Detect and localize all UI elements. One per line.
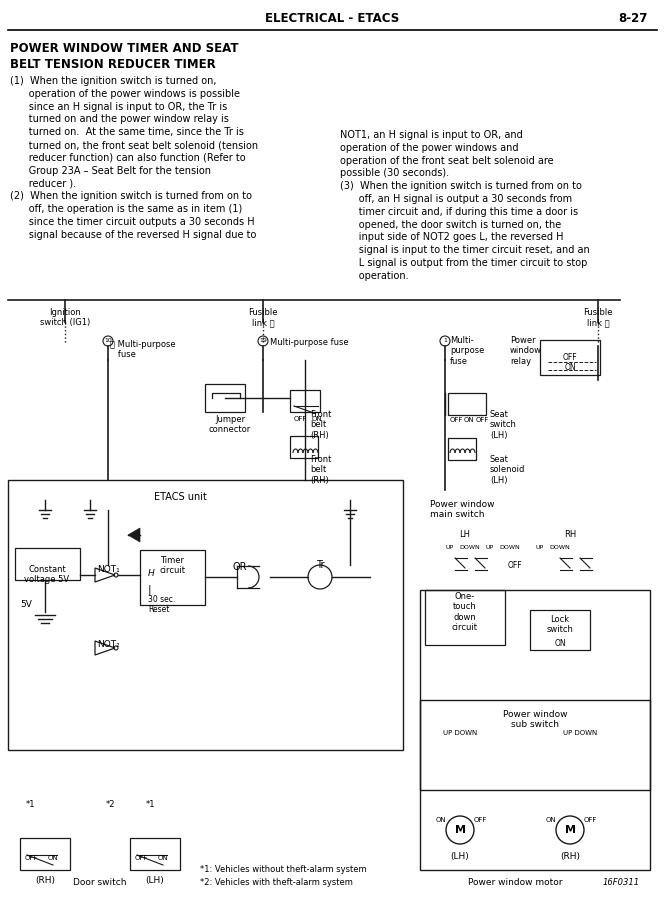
- Text: NOT₁: NOT₁: [96, 565, 120, 574]
- Text: ON: ON: [464, 417, 475, 423]
- Text: Constant
voltage 5V: Constant voltage 5V: [25, 565, 70, 584]
- Text: Fusible
link ⓖ: Fusible link ⓖ: [248, 308, 278, 327]
- Text: ON: ON: [545, 817, 556, 823]
- Text: ON: ON: [564, 363, 576, 373]
- Text: Seat
solenoid
(LH): Seat solenoid (LH): [490, 455, 525, 485]
- Text: Timer
circuit: Timer circuit: [159, 556, 185, 576]
- Text: ELECTRICAL - ETACS: ELECTRICAL - ETACS: [265, 12, 399, 25]
- Bar: [448, 393, 486, 415]
- Text: Power window
main switch: Power window main switch: [430, 500, 495, 519]
- Text: (RH): (RH): [560, 852, 580, 861]
- Text: 19: 19: [259, 339, 267, 343]
- Text: (LH): (LH): [146, 876, 164, 885]
- Text: |: |: [148, 585, 152, 595]
- Text: ON: ON: [436, 817, 446, 823]
- Text: Ignition
switch (IG1): Ignition switch (IG1): [40, 308, 90, 327]
- Text: Front
belt
(RH): Front belt (RH): [310, 455, 331, 485]
- Text: NOT₂: NOT₂: [96, 640, 120, 649]
- Text: OFF: OFF: [450, 417, 464, 423]
- Bar: [130, 838, 180, 870]
- Text: ETACS unit: ETACS unit: [154, 492, 206, 502]
- Text: 8-27: 8-27: [618, 12, 648, 25]
- Bar: [290, 436, 318, 458]
- Text: ON: ON: [554, 639, 566, 648]
- Text: UP: UP: [446, 545, 454, 550]
- Text: OFF: OFF: [507, 560, 522, 569]
- Text: RH: RH: [564, 530, 576, 539]
- Text: Reset: Reset: [148, 606, 170, 615]
- Text: Multi-
purpose
fuse: Multi- purpose fuse: [450, 336, 484, 366]
- Text: UP DOWN: UP DOWN: [563, 730, 597, 736]
- Text: 16F0311: 16F0311: [603, 878, 640, 887]
- Text: OFF: OFF: [294, 416, 307, 422]
- Text: (RH): (RH): [35, 876, 55, 885]
- Text: Fusible
link ⓘ: Fusible link ⓘ: [583, 308, 612, 327]
- Text: Power
window
relay: Power window relay: [510, 336, 542, 366]
- Text: OFF: OFF: [135, 855, 148, 861]
- Text: POWER WINDOW TIMER AND SEAT
BELT TENSION REDUCER TIMER: POWER WINDOW TIMER AND SEAT BELT TENSION…: [10, 42, 239, 71]
- Polygon shape: [128, 528, 140, 542]
- Bar: [420, 700, 650, 790]
- Bar: [420, 590, 650, 870]
- Bar: [540, 340, 600, 375]
- Text: Tr: Tr: [316, 560, 325, 570]
- Text: Multi-purpose fuse: Multi-purpose fuse: [270, 338, 348, 347]
- Text: OFF: OFF: [25, 855, 39, 861]
- Text: OFF: OFF: [476, 417, 489, 423]
- Text: *2: Vehicles with theft-alarm system: *2: Vehicles with theft-alarm system: [200, 878, 353, 887]
- Bar: [290, 390, 320, 412]
- Bar: [8, 480, 403, 750]
- Text: UP: UP: [536, 545, 544, 550]
- Bar: [15, 548, 80, 580]
- Text: (LH): (LH): [451, 852, 469, 861]
- Text: 10: 10: [104, 339, 112, 343]
- Text: Door switch: Door switch: [73, 878, 127, 887]
- Text: Seat
switch
(LH): Seat switch (LH): [490, 410, 517, 440]
- Text: *1: Vehicles without theft-alarm system: *1: Vehicles without theft-alarm system: [200, 865, 366, 874]
- Text: 30 sec.: 30 sec.: [148, 596, 176, 605]
- Text: DOWN: DOWN: [499, 545, 521, 550]
- Text: ⓙ Multi-purpose
   fuse: ⓙ Multi-purpose fuse: [110, 340, 176, 360]
- Text: Front
belt
(RH): Front belt (RH): [310, 410, 331, 440]
- Text: ON: ON: [48, 855, 59, 861]
- Text: UP DOWN: UP DOWN: [443, 730, 477, 736]
- Text: (1)  When the ignition switch is turned on,
      operation of the power windows: (1) When the ignition switch is turned o…: [10, 76, 258, 240]
- Text: OFF: OFF: [474, 817, 487, 823]
- Text: OFF: OFF: [584, 817, 597, 823]
- Text: *1: *1: [145, 800, 155, 809]
- Text: UP: UP: [486, 545, 494, 550]
- Text: One-
touch
down
circuit: One- touch down circuit: [452, 592, 478, 632]
- Text: Jumper
connector: Jumper connector: [209, 415, 251, 435]
- Text: ON: ON: [312, 416, 323, 422]
- Text: 5V: 5V: [20, 600, 32, 609]
- Text: DOWN: DOWN: [550, 545, 571, 550]
- Text: Lock
switch: Lock switch: [547, 615, 573, 634]
- Text: DOWN: DOWN: [460, 545, 480, 550]
- Bar: [448, 438, 476, 460]
- Bar: [205, 384, 245, 412]
- Text: H: H: [148, 568, 155, 578]
- Text: M: M: [565, 825, 575, 835]
- Text: Power window
sub switch: Power window sub switch: [503, 710, 567, 730]
- Text: *2: *2: [105, 800, 115, 809]
- Text: OR: OR: [233, 562, 247, 572]
- Text: Power window motor: Power window motor: [467, 878, 562, 887]
- Text: NOT1, an H signal is input to OR, and
operation of the power windows and
operati: NOT1, an H signal is input to OR, and op…: [340, 130, 590, 281]
- Bar: [530, 610, 590, 650]
- Bar: [425, 590, 505, 645]
- Text: ON: ON: [158, 855, 169, 861]
- Bar: [20, 838, 70, 870]
- Text: OFF: OFF: [563, 353, 577, 363]
- Text: *1: *1: [25, 800, 35, 809]
- Bar: [140, 550, 205, 605]
- Text: 1: 1: [443, 339, 447, 343]
- Text: LH: LH: [460, 530, 471, 539]
- Text: M: M: [454, 825, 466, 835]
